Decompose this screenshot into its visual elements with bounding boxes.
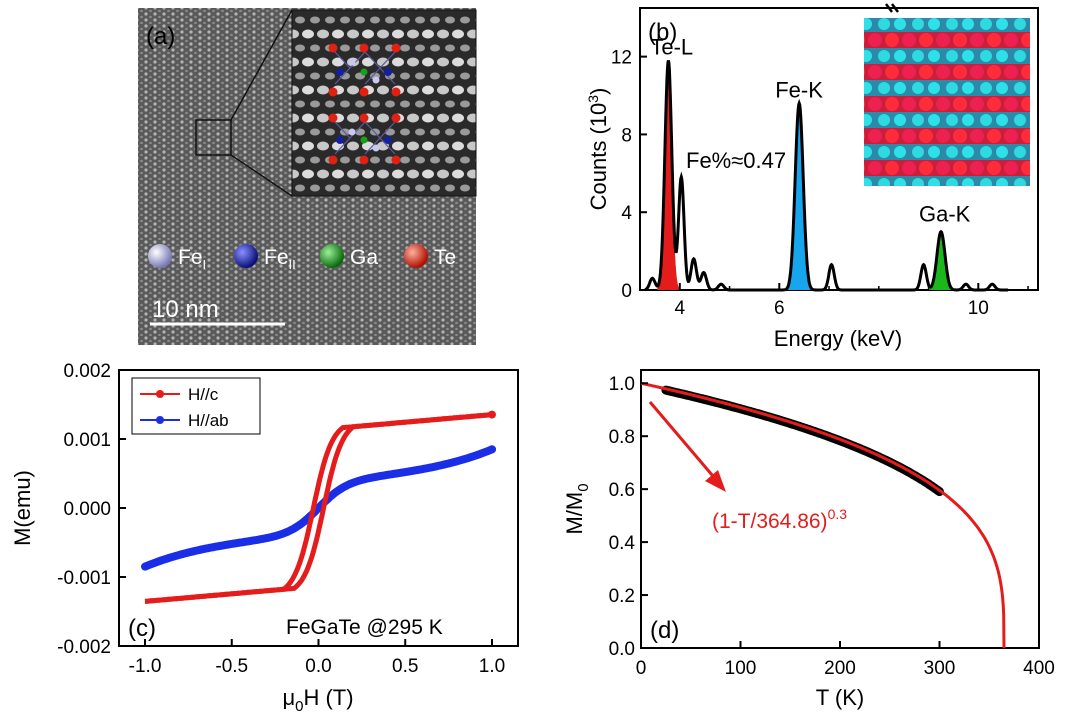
x-tick-label: 10 xyxy=(968,298,989,319)
x-tick-label: 400 xyxy=(1023,658,1055,679)
eds-map-inset xyxy=(864,18,1030,186)
fit-formula-annotation: (1-T/364.86)0.3 xyxy=(712,506,847,533)
x-tick-label: 6 xyxy=(774,298,785,319)
spectrum-line xyxy=(644,60,1009,292)
y-tick-label: 0.0 xyxy=(609,639,635,660)
b-x-axis-label: Energy (keV) xyxy=(774,326,902,351)
x-tick-label: 0 xyxy=(636,658,647,679)
atom-legend: FeI FeII Ga Te xyxy=(148,244,456,272)
crystal-structure-overlay xyxy=(328,43,401,165)
atom-legend-label: FeII xyxy=(264,246,296,272)
x-tick-label: 0.0 xyxy=(305,656,331,677)
zoom-line xyxy=(230,154,293,197)
y-tick-label: 12 xyxy=(611,48,632,69)
series-h-ab-line xyxy=(141,445,496,571)
peak-label: Ga-K xyxy=(919,202,971,227)
power-law-fit-line xyxy=(640,381,1006,649)
x-tick-label: 4 xyxy=(675,298,686,319)
panel-a: (a) FeI FeII Ga Te 10 nm xyxy=(138,8,477,345)
y-tick-label: 0.4 xyxy=(609,533,636,554)
stem-zoom-inset xyxy=(291,9,477,197)
x-tick-label: 0.5 xyxy=(392,656,418,677)
panel-label-c: (c) xyxy=(128,615,156,642)
panel-d-magnetization-vs-temperature: 0 100 200 300 400 0.0 0.2 0.4 0.6 0.8 1.0 (1-T/364… xyxy=(562,369,1055,710)
x-tick-label: 1.0 xyxy=(479,656,505,677)
c-x-axis-label: μ0H (T) xyxy=(282,685,353,715)
zoom-box xyxy=(195,119,232,156)
x-tick-label: 300 xyxy=(924,658,956,679)
d-x-axis-label: T (K) xyxy=(816,685,864,710)
measured-data-line xyxy=(661,385,944,497)
panel-b-eds-spectrum: Te-L Fe-K Ga-K 4 6 10 0 4 8 12 (b) Fe%≈0.47 Ener… xyxy=(585,3,1039,351)
series-h-c-point xyxy=(487,410,496,419)
legend-label-h-c: H//c xyxy=(188,385,219,404)
y-tick-label: -0.002 xyxy=(57,637,111,658)
series-h-c-branch xyxy=(144,412,493,604)
atom-legend-ball xyxy=(148,244,172,268)
atom-legend-ball xyxy=(404,244,428,268)
panel-label-b: (b) xyxy=(648,19,677,46)
d-y-axis-label: M/M0 xyxy=(562,483,592,534)
scale-bar-label: 10 nm xyxy=(152,296,219,323)
y-tick-label: 0.6 xyxy=(609,480,635,501)
panel-label-a: (a) xyxy=(146,23,175,50)
annotation-arrow-line xyxy=(648,401,720,483)
series-h-ab-point xyxy=(487,445,496,454)
sample-temperature-annotation: FeGaTe @295 K xyxy=(286,616,443,639)
peak-label: Te-L xyxy=(650,35,693,60)
peak-label: Fe-K xyxy=(775,77,823,102)
legend-c: H//c H//ab xyxy=(131,377,261,435)
y-tick-label: 8 xyxy=(621,125,632,146)
x-tick-label: -0.5 xyxy=(215,656,248,677)
y-tick-label: 0.2 xyxy=(609,586,635,607)
y-tick-label: 0.001 xyxy=(63,430,111,451)
atom-legend-ball xyxy=(320,244,344,268)
legend-marker-h-ab xyxy=(156,416,164,424)
panel-c-hysteresis: -1.0 -0.5 0.0 0.5 1.0 -0.002 -0.001 0.000 0.001 0… xyxy=(10,361,519,715)
panel-label-d: (d) xyxy=(650,617,679,644)
atom-legend-label: FeI xyxy=(178,246,206,272)
c-y-axis-label: M(emu) xyxy=(10,470,35,546)
legend-marker-h-c xyxy=(156,390,164,398)
zoom-line xyxy=(230,9,293,121)
legend-box xyxy=(131,377,261,435)
y-tick-label: 0.8 xyxy=(609,427,635,448)
atom-legend-label: Ga xyxy=(350,246,378,269)
annotation-arrow-head xyxy=(705,470,726,492)
y-tick-label: 4 xyxy=(621,203,632,224)
y-tick-label: 1.0 xyxy=(609,374,635,395)
fe-ratio-annotation: Fe%≈0.47 xyxy=(686,148,786,173)
atom-legend-label: Te xyxy=(434,246,456,269)
legend-label-h-ab: H//ab xyxy=(188,411,229,430)
y-tick-label: 0.002 xyxy=(63,361,111,382)
b-y-axis-label: Counts (103) xyxy=(585,88,611,211)
x-tick-label: -1.0 xyxy=(129,656,162,677)
atom-legend-ball xyxy=(234,244,258,268)
x-tick-label: 100 xyxy=(725,658,757,679)
axis-break xyxy=(885,3,899,13)
y-tick-label: -0.001 xyxy=(57,568,111,589)
x-tick-label: 200 xyxy=(824,658,856,679)
y-tick-label: 0 xyxy=(621,281,632,302)
y-tick-label: 0.000 xyxy=(63,499,111,520)
